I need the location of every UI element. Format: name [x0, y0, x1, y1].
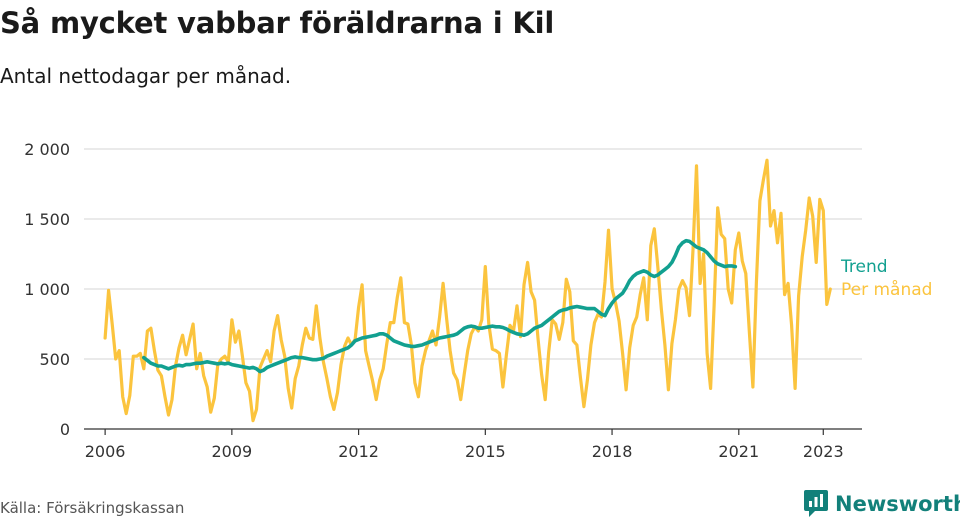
x-axis: 2006 2009 2012 2015 2018 2021 2023 [84, 428, 862, 461]
x-tick-label: 2023 [803, 442, 844, 461]
brand-name: Newsworthy [835, 492, 960, 516]
trend-series-label: Trend [840, 257, 888, 277]
x-tick-label: 2006 [85, 442, 126, 461]
y-tick-label: 0 [60, 420, 70, 439]
monthly-series-line [103, 158, 832, 423]
x-tick-label: 2021 [718, 442, 759, 461]
y-axis-labels: 0 500 1 000 1 500 2 000 [24, 140, 70, 439]
monthly-series-label: Per månad [841, 279, 932, 300]
y-tick-label: 1 500 [24, 210, 70, 229]
chart-title: Så mycket vabbar föräldrarna i Kil [0, 6, 555, 40]
x-tick-label: 2018 [592, 442, 633, 461]
trend-series-line [142, 238, 738, 374]
x-tick-label: 2012 [338, 442, 379, 461]
brand-logo: Newsworthy [803, 488, 960, 520]
y-tick-label: 2 000 [24, 140, 70, 159]
chart-subtitle: Antal nettodagar per månad. [0, 64, 292, 88]
x-tick-label: 2009 [211, 442, 252, 461]
y-tick-label: 1 000 [24, 280, 70, 299]
series-layer [103, 158, 832, 423]
x-tick-label: 2015 [465, 442, 506, 461]
source-note: Källa: Försäkringskassan [0, 499, 185, 517]
newsworthy-logo-icon [804, 490, 828, 517]
y-tick-label: 500 [39, 350, 70, 369]
